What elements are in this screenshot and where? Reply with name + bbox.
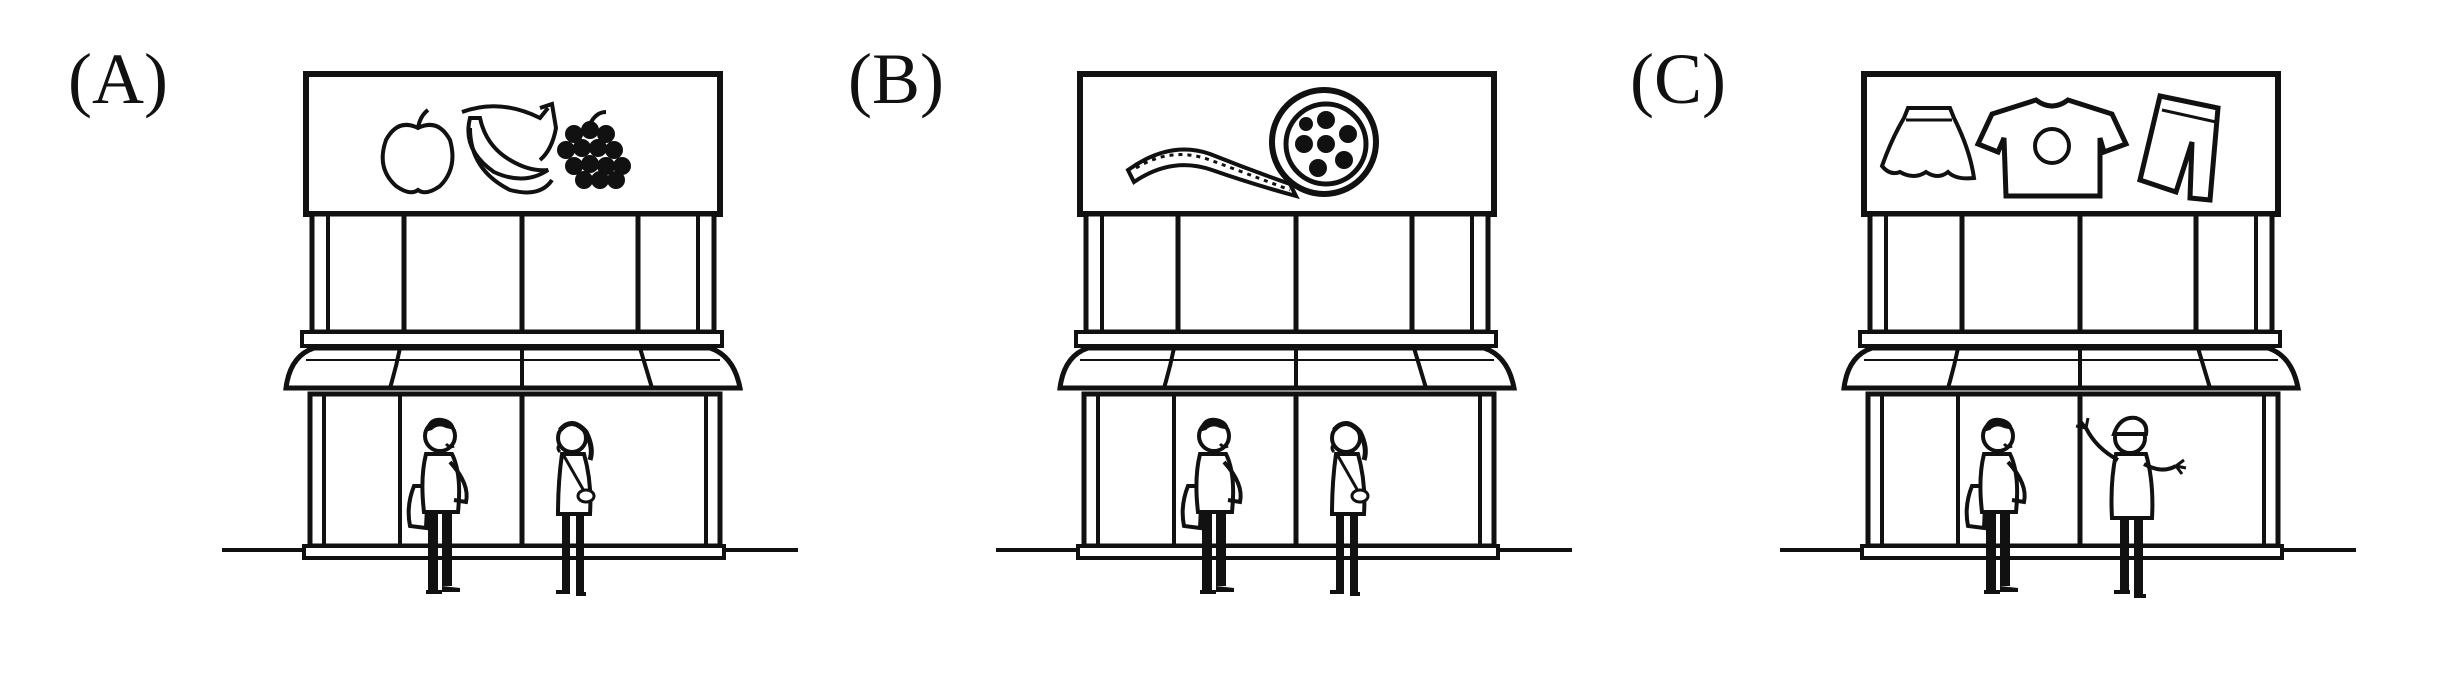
panel-b <box>996 74 1572 596</box>
storefront-building <box>286 74 740 558</box>
grapes-icon <box>557 110 631 189</box>
panel-a <box>222 74 798 596</box>
fruit-sign <box>380 101 631 195</box>
skirt-icon <box>1879 106 1977 181</box>
banana-icon <box>461 101 559 195</box>
panel-c <box>1780 74 2356 600</box>
apple-icon <box>380 123 455 195</box>
panel-a-label: (A) <box>68 39 168 119</box>
film-reel-icon <box>1125 87 1379 200</box>
pants-icon <box>2137 93 2221 203</box>
panel-b-label: (B) <box>848 39 944 119</box>
panel-c-label: (C) <box>1630 39 1726 119</box>
clothing-sign <box>1879 93 2221 203</box>
